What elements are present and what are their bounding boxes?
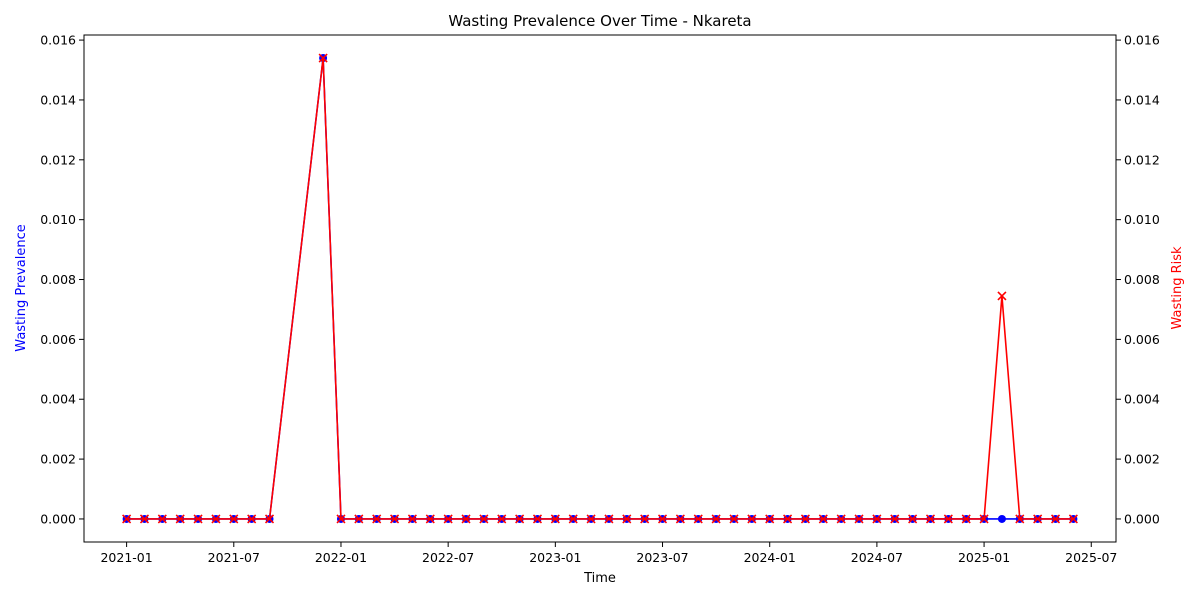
data-point xyxy=(836,514,846,524)
series-layer xyxy=(122,53,1078,524)
data-point xyxy=(389,514,400,524)
data-point xyxy=(783,514,793,524)
data-point xyxy=(693,514,703,524)
x-tick-label: 2022-07 xyxy=(422,550,474,565)
x-axis-label: Time xyxy=(583,571,616,586)
y-tick-label-right: 0.012 xyxy=(1124,152,1160,167)
data-point xyxy=(264,514,275,524)
y-tick-label-right: 0.008 xyxy=(1124,272,1160,287)
data-point xyxy=(854,514,864,524)
y-tick-label-right: 0.010 xyxy=(1124,212,1160,227)
x-tick-label: 2023-07 xyxy=(636,550,688,565)
data-point xyxy=(139,514,150,524)
x-tick-label: 2025-01 xyxy=(958,550,1010,565)
y-tick-label-left: 0.002 xyxy=(40,452,76,467)
data-point xyxy=(229,514,239,524)
data-point xyxy=(622,514,632,524)
data-point xyxy=(657,514,668,524)
data-point xyxy=(747,514,757,524)
data-point xyxy=(354,514,364,524)
data-point xyxy=(1068,514,1078,524)
data-point xyxy=(818,514,828,524)
series-1 xyxy=(122,54,1078,523)
y-axis-label-left: Wasting Prevalence xyxy=(14,224,29,351)
data-point xyxy=(336,514,346,524)
data-point xyxy=(157,514,167,524)
y-tick-label-right: 0.016 xyxy=(1124,33,1160,48)
data-point xyxy=(193,514,203,524)
y-tick-label-right: 0.014 xyxy=(1124,92,1160,107)
data-point xyxy=(550,514,560,524)
y-tick-label-right: 0.006 xyxy=(1124,332,1160,347)
data-point xyxy=(568,514,578,524)
x-tick-label: 2024-07 xyxy=(851,550,903,565)
data-point xyxy=(443,514,453,524)
data-point xyxy=(461,514,471,524)
data-point xyxy=(997,291,1007,301)
data-point xyxy=(1050,514,1061,524)
data-point xyxy=(979,514,989,524)
data-point xyxy=(943,514,953,524)
y-tick-label-left: 0.008 xyxy=(40,272,76,287)
data-point xyxy=(729,514,739,524)
data-point xyxy=(872,514,882,524)
x-tick-label: 2025-07 xyxy=(1065,550,1117,565)
y-tick-label-right: 0.002 xyxy=(1124,452,1160,467)
series-line xyxy=(126,57,1074,520)
data-point xyxy=(425,514,435,524)
data-point xyxy=(122,514,132,524)
data-point xyxy=(711,514,721,524)
data-point xyxy=(675,514,685,524)
y-tick-label-left: 0.000 xyxy=(40,511,76,526)
data-point xyxy=(515,514,525,524)
data-point xyxy=(765,514,775,524)
x-tick-label: 2021-07 xyxy=(208,550,260,565)
data-point xyxy=(908,514,918,524)
y-tick-label-right: 0.000 xyxy=(1124,511,1160,526)
data-point xyxy=(1033,514,1043,524)
x-tick-label: 2021-01 xyxy=(100,550,152,565)
data-point xyxy=(318,53,328,63)
data-point xyxy=(890,514,900,524)
data-point xyxy=(640,514,650,524)
chart-title: Wasting Prevalence Over Time - Nkareta xyxy=(448,12,751,30)
axis-ticks: 0.000 0.000 0.002 0.002 0.004 0.004 0.006 0.006… xyxy=(40,33,1160,565)
x-tick-label: 2022-01 xyxy=(315,550,367,565)
data-point xyxy=(407,514,417,524)
y-tick-label-left: 0.010 xyxy=(40,212,76,227)
series-line xyxy=(126,57,1074,520)
data-point xyxy=(997,514,1006,523)
data-point xyxy=(372,514,382,524)
x-tick-label: 2024-01 xyxy=(744,550,796,565)
y-tick-label-left: 0.004 xyxy=(40,392,76,407)
y-tick-label-left: 0.012 xyxy=(40,152,76,167)
data-point xyxy=(800,514,811,524)
y-tick-label-left: 0.014 xyxy=(40,92,76,107)
data-point xyxy=(604,514,614,524)
x-tick-label: 2023-01 xyxy=(529,550,581,565)
y-tick-label-left: 0.006 xyxy=(40,332,76,347)
data-point xyxy=(247,514,257,524)
series-2 xyxy=(122,53,1078,524)
y-tick-label-right: 0.004 xyxy=(1124,392,1160,407)
data-point xyxy=(586,514,596,524)
data-point xyxy=(497,514,507,524)
plot-frame xyxy=(83,34,1117,543)
data-point xyxy=(479,514,489,524)
y-axis-label-right: Wasting Risk xyxy=(1170,246,1185,330)
y-tick-label-left: 0.016 xyxy=(40,33,76,48)
data-point xyxy=(532,514,543,524)
data-point xyxy=(1015,514,1025,524)
data-point xyxy=(211,514,221,524)
data-point xyxy=(961,514,971,524)
data-point xyxy=(175,514,185,524)
data-point xyxy=(925,514,936,524)
